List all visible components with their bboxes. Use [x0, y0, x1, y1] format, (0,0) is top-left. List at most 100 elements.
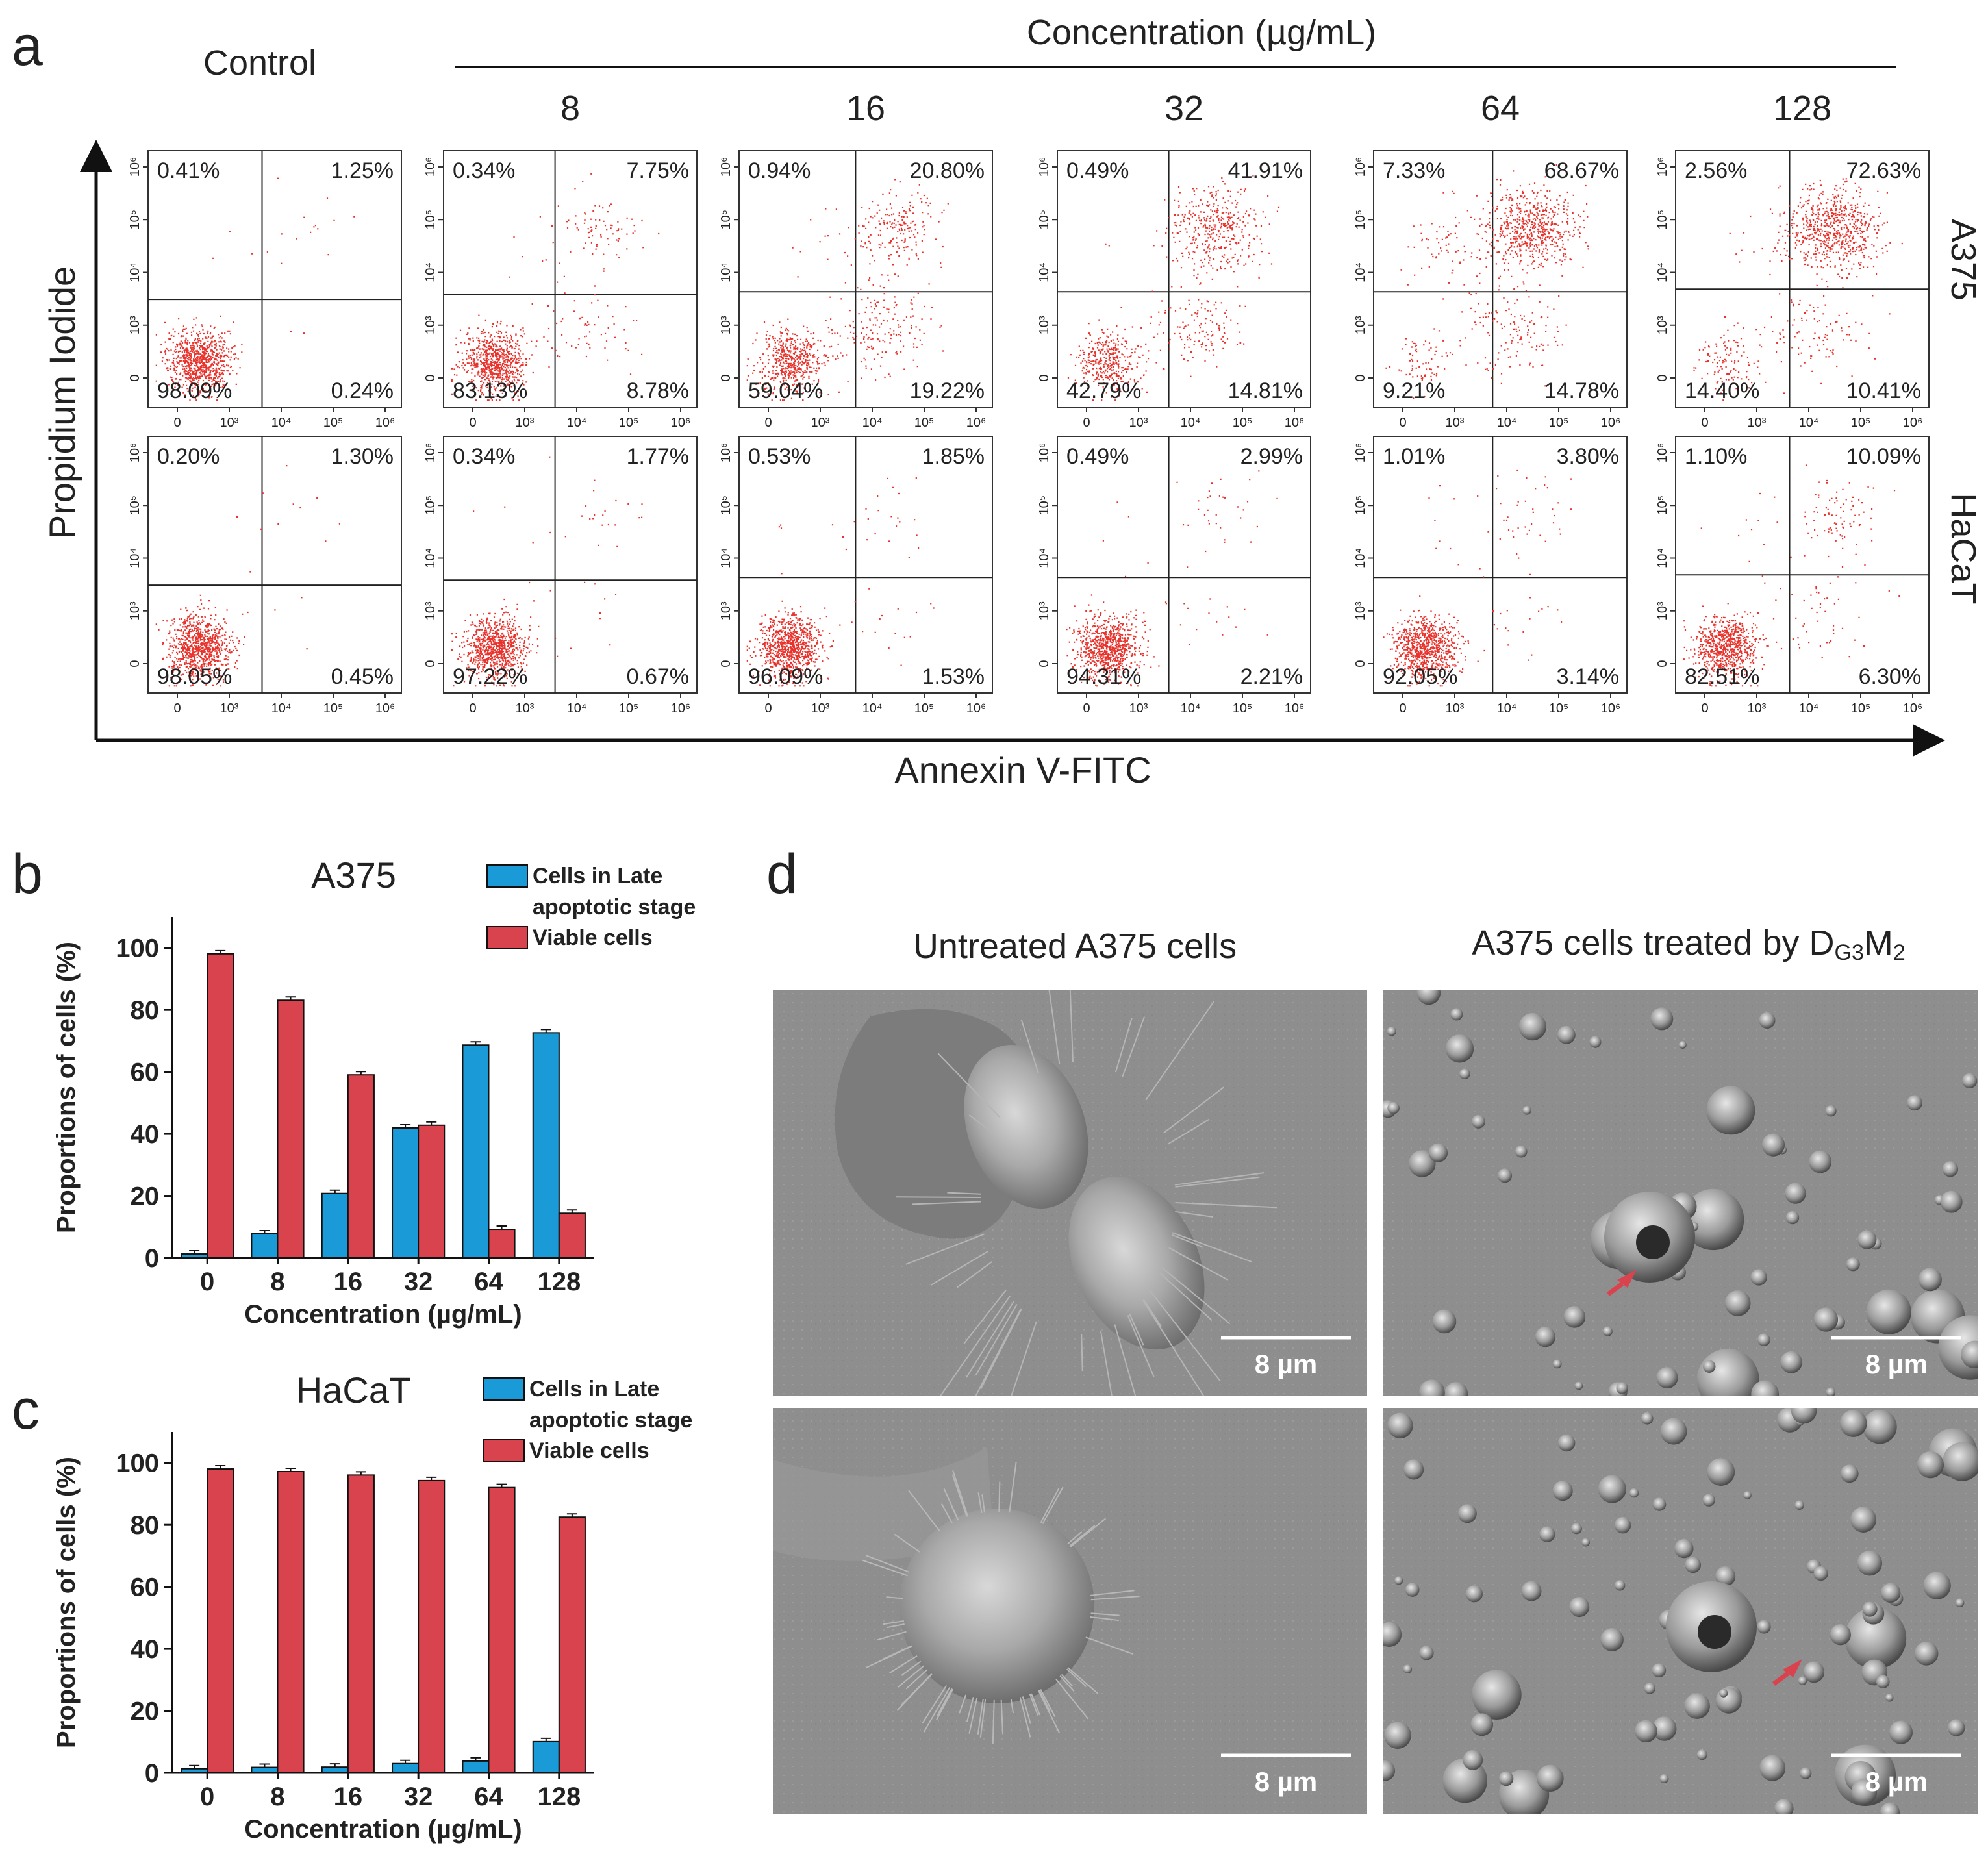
x-tick-label: 128: [537, 1268, 581, 1296]
y-tick-label: 0: [145, 1244, 159, 1273]
quadrant-upper-right: 7.75%: [627, 158, 689, 183]
cell-debris: [1644, 1683, 1655, 1694]
legend-label-0: Cells in Late: [529, 1377, 659, 1401]
filopodium: [1172, 1234, 1203, 1247]
cell-debris: [1750, 1269, 1767, 1286]
y-tick-label: 0: [145, 1759, 159, 1788]
filopodium: [922, 1685, 948, 1724]
cell-debris: [1387, 1412, 1413, 1438]
x-tick-label: 10⁶: [1285, 416, 1304, 430]
x-tick-label: 32: [404, 1783, 433, 1811]
filopodium: [968, 1698, 978, 1734]
flow-plot-a375-3: 0.49% 41.91% 42.79% 14.81% 0 10³ 10⁴ 10⁵ 10⁶ 0 10³…: [1037, 150, 1311, 430]
legend-label-0: apoptotic stage: [533, 895, 696, 920]
filopodium: [1142, 1299, 1205, 1396]
x-tick-label: 10⁵: [914, 701, 935, 716]
cell-debris: [1809, 1150, 1832, 1173]
y-tick-label: 10⁴: [1037, 548, 1051, 568]
y-tick-label: 10³: [719, 601, 733, 620]
filopodium: [981, 1494, 985, 1513]
pointer-arrow-shaft: [1606, 1282, 1624, 1296]
x-tick-label: 8: [270, 1783, 284, 1811]
filopodium: [951, 1505, 959, 1521]
cell-debris: [1497, 1168, 1513, 1183]
cell-debris: [1569, 1597, 1590, 1618]
pi-axis-title: Propidium Iodide: [42, 266, 82, 539]
filopodium: [1161, 1267, 1231, 1325]
x-tick-label: 10⁴: [271, 701, 292, 716]
flow-plot-a375-5: 2.56% 72.63% 14.40% 10.41% 0 10³ 10⁴ 10⁵ 10⁶ 0 10³…: [1655, 150, 1930, 430]
quadrant-upper-right: 10.09%: [1846, 444, 1921, 469]
y-tick-label: 10⁴: [719, 262, 733, 282]
bar-viable-64: [488, 1486, 516, 1773]
cell-debris: [1839, 1409, 1867, 1437]
cell-debris: [1602, 1326, 1613, 1336]
cell-debris: [1880, 1583, 1901, 1603]
flow-plot-frame: [1057, 150, 1311, 408]
cell-debris: [1394, 1576, 1403, 1585]
y-tick-label: 10⁴: [128, 548, 142, 568]
x-tick-label: 0: [1083, 416, 1090, 430]
chart-title: HaCaT: [296, 1370, 411, 1410]
concentration-header: Concentration (µg/mL): [1027, 13, 1376, 52]
cell-debris: [1450, 1008, 1463, 1021]
cell-debris: [1383, 1622, 1402, 1647]
quadrant-lower-left: 83.13%: [453, 379, 527, 403]
bar-viable-32: [418, 1479, 446, 1773]
scatter-points: [1383, 469, 1572, 687]
membrane-hole: [1698, 1615, 1731, 1649]
x-tick-label: 10⁶: [1601, 416, 1620, 430]
quadrant-lower-left: 82.51%: [1685, 664, 1759, 689]
y-tick-label: 10⁶: [423, 443, 438, 462]
bar-viable-16: [347, 1074, 375, 1259]
bar-late-apoptotic-128: [532, 1740, 560, 1774]
quadrant-lower-left: 42.79%: [1066, 379, 1141, 403]
y-tick-label: 40: [131, 1120, 160, 1149]
cell-debris: [1685, 1557, 1702, 1573]
x-tick-label: 10⁵: [1549, 416, 1569, 430]
y-tick-label: 80: [131, 996, 160, 1025]
concentration-label-64: 64: [1481, 89, 1520, 128]
quadrant-upper-right: 41.91%: [1228, 158, 1303, 183]
x-tick-label: 10⁵: [323, 701, 344, 716]
scale-bar-label: 8 µm: [1865, 1349, 1928, 1379]
flow-plot-frame: [738, 150, 993, 408]
control-label: Control: [203, 44, 316, 82]
filopodium: [980, 1309, 1022, 1390]
x-tick-label: 10³: [516, 701, 535, 716]
filopodium: [1055, 1679, 1089, 1720]
x-tick-label: 10⁴: [1497, 416, 1517, 430]
cell-debris: [1614, 1580, 1626, 1591]
cell-debris: [1682, 1188, 1744, 1251]
filopodium: [977, 1699, 984, 1735]
cell-debris: [1706, 1086, 1755, 1135]
cell-debris: [1557, 1434, 1576, 1452]
y-tick-label: 10³: [423, 316, 438, 334]
quadrant-lower-right: 0.67%: [627, 664, 689, 689]
legend-label-0: apoptotic stage: [529, 1408, 692, 1433]
filopodium: [1090, 1616, 1120, 1622]
y-tick-label: 10⁵: [423, 210, 438, 230]
cell-debris: [1914, 1642, 1939, 1666]
y-tick-label: 10⁵: [128, 210, 142, 230]
cell-debris: [1614, 1516, 1631, 1534]
cell-debris: [1785, 1210, 1800, 1225]
filopodium: [975, 1303, 1018, 1376]
cell-debris: [1942, 1161, 1959, 1177]
cell-debris: [1743, 1491, 1752, 1499]
filopodium: [1145, 1001, 1214, 1101]
x-tick-label: 10⁴: [1799, 416, 1819, 430]
y-tick-label: 10⁵: [423, 495, 438, 516]
x-tick-label: 10⁶: [1903, 416, 1922, 430]
scale-bar-label: 8 µm: [1255, 1766, 1318, 1797]
filopodium: [877, 1631, 907, 1641]
x-tick-label: 8: [270, 1268, 284, 1296]
quadrant-upper-right: 68.67%: [1544, 158, 1619, 183]
row-label-a375: A375: [1944, 219, 1983, 301]
concentration-label-8: 8: [560, 89, 580, 128]
sem-title-treated-sub1: G3: [1835, 940, 1864, 965]
cell-debris: [1515, 1145, 1528, 1158]
filopodium: [923, 1686, 951, 1733]
quadrant-lower-right: 0.45%: [331, 664, 394, 689]
filopodium: [992, 1699, 995, 1744]
